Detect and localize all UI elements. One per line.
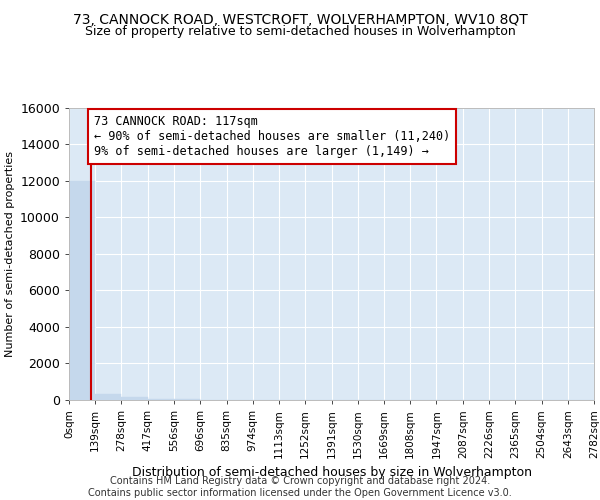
Y-axis label: Number of semi-detached properties: Number of semi-detached properties <box>5 151 14 357</box>
Text: 73 CANNOCK ROAD: 117sqm
← 90% of semi-detached houses are smaller (11,240)
9% of: 73 CANNOCK ROAD: 117sqm ← 90% of semi-de… <box>94 115 450 158</box>
Text: Contains HM Land Registry data © Crown copyright and database right 2024.
Contai: Contains HM Land Registry data © Crown c… <box>88 476 512 498</box>
Bar <box>95 394 121 400</box>
X-axis label: Distribution of semi-detached houses by size in Wolverhampton: Distribution of semi-detached houses by … <box>131 466 532 479</box>
Bar <box>121 396 148 400</box>
Text: Size of property relative to semi-detached houses in Wolverhampton: Size of property relative to semi-detach… <box>85 25 515 38</box>
Bar <box>174 399 200 400</box>
Bar <box>69 180 95 400</box>
Bar <box>148 398 174 400</box>
Text: 73, CANNOCK ROAD, WESTCROFT, WOLVERHAMPTON, WV10 8QT: 73, CANNOCK ROAD, WESTCROFT, WOLVERHAMPT… <box>73 12 527 26</box>
